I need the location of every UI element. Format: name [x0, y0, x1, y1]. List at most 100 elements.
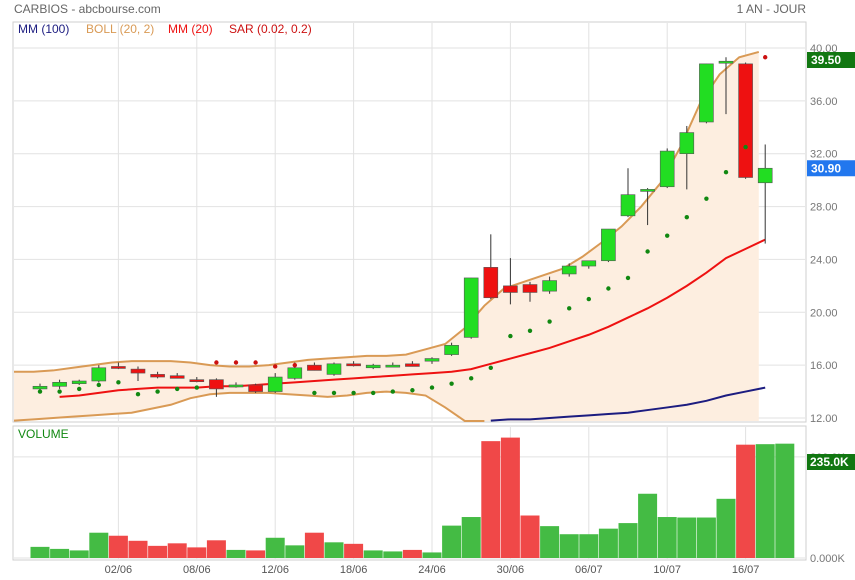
volume-bar — [775, 443, 795, 558]
volume-bar — [716, 498, 736, 558]
sar-dot — [194, 385, 199, 390]
last-price-badge — [807, 160, 855, 177]
volume-bar — [265, 537, 285, 558]
volume-bar — [246, 550, 266, 558]
candle-body — [542, 280, 557, 292]
volume-bar — [500, 437, 520, 558]
volume-bar — [69, 550, 89, 558]
volume-bar — [618, 523, 638, 558]
volume-bar — [89, 532, 109, 558]
volume-bar — [285, 545, 305, 558]
candle-body — [738, 63, 753, 178]
period-label: 1 AN - JOUR — [737, 2, 807, 16]
sar-dot — [214, 360, 219, 365]
date-tick-label: 16/07 — [732, 564, 760, 576]
candle-body — [679, 132, 695, 155]
sar-dot — [96, 382, 102, 388]
date-tick-label: 24/06 — [418, 564, 446, 576]
price-tick-label: 12.00 — [810, 413, 838, 425]
candle-body — [561, 265, 577, 275]
date-tick-label: 02/06 — [105, 564, 133, 576]
volume-bar — [481, 441, 501, 558]
sar-dot — [273, 364, 278, 369]
volume-bar — [167, 543, 187, 558]
last-price-value: 30.90 — [811, 161, 841, 175]
volume-bar — [226, 549, 246, 558]
candle-body — [385, 364, 401, 368]
sar-dot — [625, 275, 631, 281]
volume-tick-label: 0.000K — [810, 553, 846, 565]
sar-dot — [704, 196, 709, 201]
sar-dot — [390, 389, 395, 394]
candle-body — [405, 363, 420, 367]
sar-dot — [429, 385, 435, 390]
volume-bar — [677, 517, 697, 558]
sar-dot — [253, 360, 258, 365]
candle-body — [228, 384, 244, 388]
legend-mm20: MM (20) — [168, 22, 213, 36]
candle-body — [581, 260, 597, 267]
sar-dot — [371, 390, 376, 396]
sar-dot — [57, 389, 62, 394]
sar-dot — [175, 386, 180, 392]
price-tick-label: 20.00 — [810, 307, 838, 319]
chart-title: CARBIOS - abcbourse.com — [14, 2, 161, 16]
candle-body — [326, 363, 342, 375]
volume-bar — [324, 542, 344, 558]
volume-bar — [422, 552, 442, 558]
date-tick-label: 08/06 — [183, 564, 211, 576]
sar-dot — [410, 388, 415, 393]
sar-dot — [665, 233, 670, 238]
candle-body — [699, 63, 714, 123]
legend-mm100: MM (100) — [18, 22, 69, 36]
candle-body — [71, 380, 87, 384]
candle-body — [307, 364, 322, 371]
sar-dot — [77, 386, 82, 392]
sar-dot — [135, 392, 141, 397]
candle-body — [346, 363, 361, 367]
sar-dot — [547, 319, 552, 324]
sar-dot — [684, 214, 689, 220]
price-tick-label: 36.00 — [810, 96, 838, 108]
sar-dot — [351, 390, 356, 396]
price-tick-label: 28.00 — [810, 202, 838, 214]
volume-bar — [638, 493, 658, 558]
sar-dot — [508, 333, 513, 339]
sar-dot — [743, 144, 748, 150]
sar-dot — [606, 286, 611, 291]
date-tick-label: 06/07 — [575, 564, 603, 576]
candle-body — [150, 374, 165, 378]
mm100-line — [490, 386, 766, 422]
candle-body — [32, 385, 48, 390]
volume-bar — [598, 528, 618, 558]
candle-body — [444, 345, 459, 355]
volume-bar — [383, 551, 403, 558]
high-price-badge — [807, 52, 855, 68]
sar-dot — [645, 249, 650, 254]
candle-body — [287, 367, 303, 379]
volume-bar — [736, 444, 756, 558]
candle-body — [463, 277, 479, 338]
volume-bar — [442, 525, 462, 558]
sar-dot — [449, 381, 454, 386]
candle-body — [483, 267, 499, 299]
candle-body — [718, 60, 734, 64]
last-volume-badge — [807, 454, 855, 470]
volume-bar — [187, 547, 207, 558]
parabolic-sar — [37, 55, 768, 397]
sar-dot — [155, 389, 160, 394]
volume-bar — [461, 517, 481, 558]
date-tick-label: 10/07 — [653, 564, 681, 576]
candle-body — [424, 358, 440, 362]
moving-average-100 — [490, 386, 766, 422]
sar-dot — [116, 380, 121, 385]
sar-dot — [37, 389, 43, 394]
price-tick-label: 16.00 — [810, 360, 838, 372]
last-volume-value: 235.0K — [810, 455, 849, 469]
candle-body — [601, 228, 616, 262]
sar-dot — [331, 390, 337, 396]
price-tick-label: 24.00 — [810, 254, 838, 266]
legend-sar: SAR (0.02, 0.2) — [229, 22, 312, 36]
candle-body — [757, 167, 773, 184]
